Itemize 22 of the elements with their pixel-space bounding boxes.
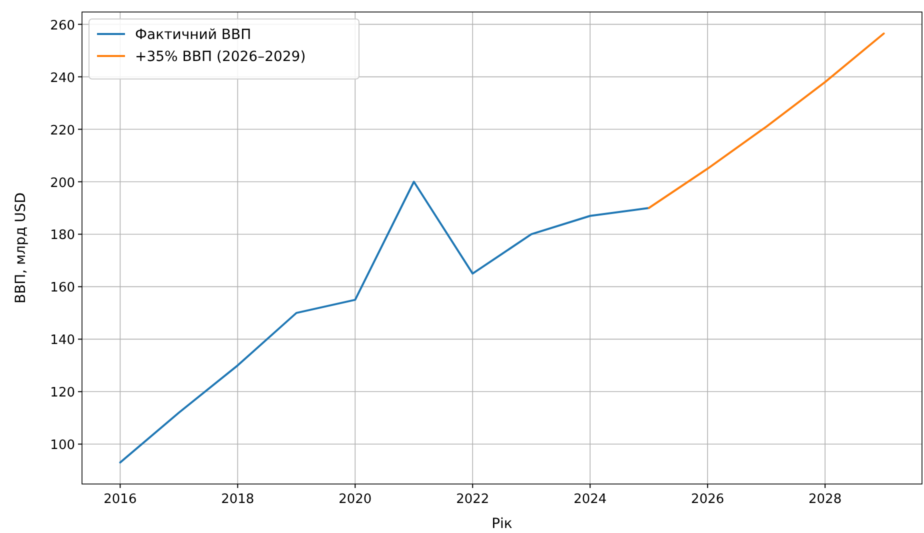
x-tick-label: 2028 [808,492,842,507]
x-tick-label: 2018 [221,492,254,507]
y-tick-label: 240 [50,70,75,86]
x-tick-label: 2022 [456,492,490,507]
y-tick-label: 220 [50,123,75,138]
x-tick-label: 2020 [338,492,372,507]
legend-label: +35% ВВП (2026–2029) [135,49,306,65]
y-tick-label: 160 [50,280,75,296]
y-tick-label: 260 [50,18,75,34]
x-tick-label: 2026 [691,492,724,507]
line-series [648,32,885,209]
y-tick-label: 120 [50,386,75,401]
y-tick-label: 100 [50,438,75,454]
y-axis-title: ВВП, млрд USD [13,192,29,304]
y-tick-label: 200 [50,176,75,191]
x-tick-label: 2024 [574,492,607,507]
y-tick-label: 180 [50,228,75,244]
x-tick-label: 2016 [104,492,137,507]
line-series [119,180,650,464]
x-axis-title: Рік [492,516,512,532]
legend-label: Фактичний ВВП [135,27,252,43]
y-tick-label: 140 [50,333,75,348]
